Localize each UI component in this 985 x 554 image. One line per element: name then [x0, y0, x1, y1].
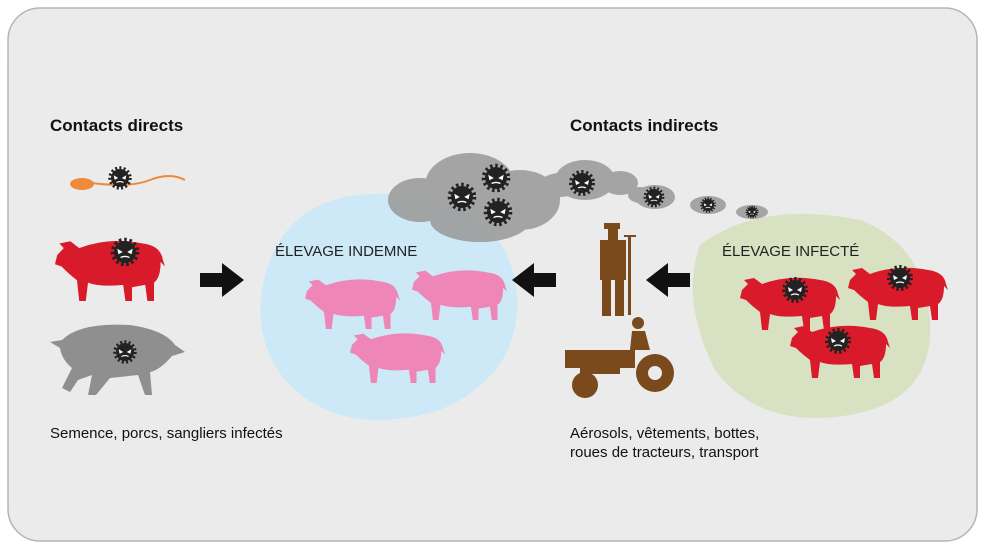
page: Contacts directs Contacts indirects ÉLEV… [0, 0, 985, 549]
indirect-caption-line: roues de tracteurs, transport [570, 444, 759, 461]
indirect-title: Contacts indirects [570, 116, 718, 135]
indirect-caption-line: Aérosols, vêtements, bottes, [570, 425, 759, 442]
healthy-farm-label: ÉLEVAGE INDEMNE [275, 243, 417, 260]
direct-title: Contacts directs [50, 116, 183, 135]
diagram: Contacts directs Contacts indirects ÉLEV… [0, 0, 985, 549]
direct-caption: Semence, porcs, sangliers infectés [50, 425, 283, 442]
infected-farm-label: ÉLEVAGE INFECTÉ [722, 243, 859, 260]
